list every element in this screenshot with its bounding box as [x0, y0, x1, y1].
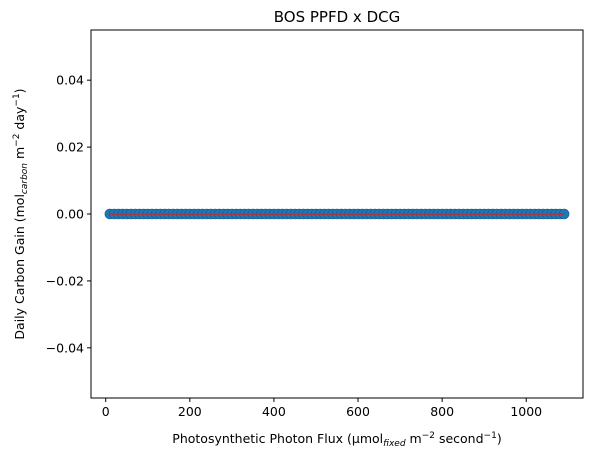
x-axis-ticks: 0 200 400 600 800 1000 [102, 398, 542, 419]
x-tick-label: 400 [262, 404, 286, 419]
chart-title: BOS PPFD x DCG [274, 8, 400, 26]
y-tick-label: 0.02 [56, 140, 84, 155]
y-axis-ticks: −0.04 −0.02 0.00 0.02 0.04 [46, 73, 91, 355]
y-tick-label: −0.02 [46, 273, 84, 288]
y-tick-label: −0.04 [46, 340, 84, 355]
x-tick-label: 800 [430, 404, 454, 419]
y-axis-label: Daily Carbon Gain (molcarbon m−2 day−1) [12, 88, 30, 339]
x-axis-label: Photosynthetic Photon Flux (μmolfixed m−… [172, 431, 501, 449]
x-tick-label: 200 [178, 404, 202, 419]
x-tick-label: 1000 [510, 404, 542, 419]
x-tick-label: 0 [102, 404, 110, 419]
x-tick-label: 600 [346, 404, 370, 419]
y-tick-label: 0.04 [56, 73, 84, 88]
y-tick-label: 0.00 [56, 207, 84, 222]
